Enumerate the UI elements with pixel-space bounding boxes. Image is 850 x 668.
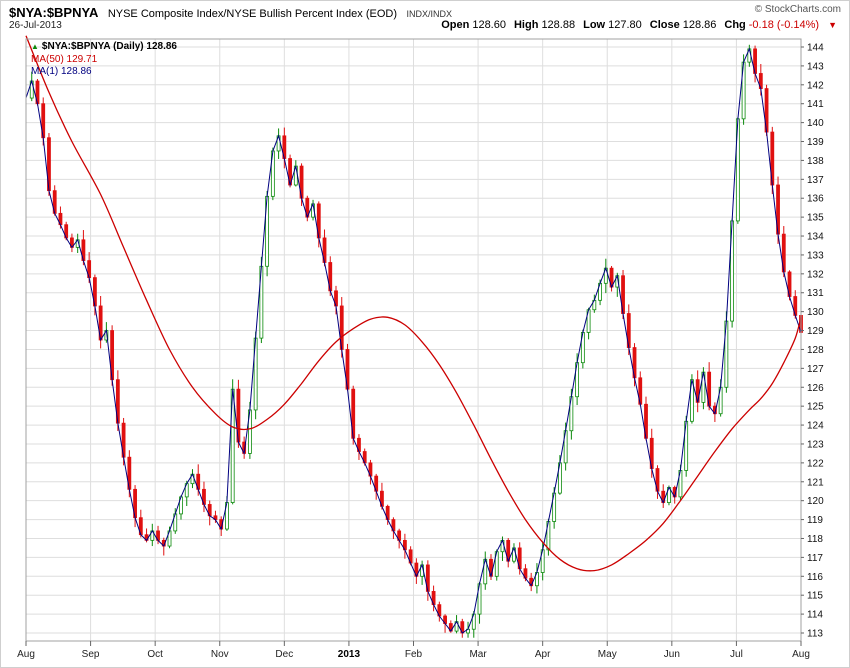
svg-text:2013: 2013 <box>338 649 361 660</box>
svg-text:Sep: Sep <box>82 649 100 660</box>
close-line <box>25 47 802 634</box>
svg-text:May: May <box>598 649 617 660</box>
svg-text:116: 116 <box>807 572 823 583</box>
high-label: High <box>513 19 539 31</box>
svg-text:121: 121 <box>807 477 824 488</box>
low-label: Low <box>583 19 606 31</box>
svg-text:114: 114 <box>807 610 823 621</box>
svg-text:135: 135 <box>807 213 824 224</box>
svg-text:115: 115 <box>807 591 823 602</box>
y-axis-labels: 113 114 115 116 117 118 119 120 121 122 123 124 125 1… <box>801 43 824 640</box>
legend-ma50: MA(50) 129.71 <box>31 53 98 65</box>
svg-text:143: 143 <box>807 61 824 72</box>
x-axis-labels: Aug Sep Oct Nov Dec 2013 Feb Mar Apr May Jun Jul Aug <box>17 641 810 660</box>
open-label: Open <box>441 19 470 31</box>
open-value: 128.60 <box>472 19 506 31</box>
svg-text:127: 127 <box>807 364 824 375</box>
chart-header: $NYA:$BPNYA NYSE Composite Index/NYSE Bu… <box>1 1 849 33</box>
svg-text:117: 117 <box>807 553 823 564</box>
copyright-text: © StockCharts.com <box>754 4 841 15</box>
svg-text:136: 136 <box>807 194 824 205</box>
close-value: 128.86 <box>682 19 717 31</box>
symbol-description: NYSE Composite Index/NYSE Bullish Percen… <box>107 8 397 20</box>
svg-text:144: 144 <box>807 43 824 54</box>
svg-text:Aug: Aug <box>792 649 810 660</box>
svg-text:133: 133 <box>807 250 824 261</box>
gridlines <box>25 39 802 641</box>
legend-main: $NYA:$BPNYA (Daily) 128.86 <box>41 41 177 52</box>
chart-legend: ▲ $NYA:$BPNYA (Daily) 128.86 MA(50) 129.7… <box>31 41 177 79</box>
quote-strip: Open 128.60 High 128.88 Low 127.80 Close 128.86… <box>441 19 837 31</box>
header-quote-row: 26-Jul-2013 Open 128.60 High 128.88 Low 127.8… <box>9 19 837 34</box>
svg-text:Jun: Jun <box>664 649 680 660</box>
chart-date: 26-Jul-2013 <box>9 20 62 31</box>
svg-text:128: 128 <box>807 345 824 356</box>
svg-text:122: 122 <box>807 458 824 469</box>
legend-main-row: ▲ $NYA:$BPNYA (Daily) 128.86 <box>31 41 177 54</box>
svg-text:125: 125 <box>807 402 824 413</box>
svg-text:139: 139 <box>807 137 824 148</box>
series-candle-icon: ▲ <box>31 42 39 51</box>
legend-ma1: MA(1) 128.86 <box>31 66 92 77</box>
ohlc-candles <box>29 44 803 638</box>
svg-text:120: 120 <box>807 496 824 507</box>
svg-text:Aug: Aug <box>17 649 35 660</box>
svg-text:Feb: Feb <box>405 649 423 660</box>
exchange-label: INDX/INDX <box>406 9 452 19</box>
svg-text:119: 119 <box>807 515 823 526</box>
svg-text:113: 113 <box>807 629 823 640</box>
svg-text:Nov: Nov <box>211 649 229 660</box>
svg-text:140: 140 <box>807 118 824 129</box>
svg-text:141: 141 <box>807 99 824 110</box>
low-value: 127.80 <box>608 19 642 31</box>
svg-text:118: 118 <box>807 534 823 545</box>
svg-text:Apr: Apr <box>535 649 551 660</box>
high-value: 128.88 <box>541 19 576 31</box>
svg-text:126: 126 <box>807 383 824 394</box>
chg-label: Chg <box>724 19 746 31</box>
svg-text:123: 123 <box>807 439 824 450</box>
svg-text:137: 137 <box>807 175 824 186</box>
svg-text:138: 138 <box>807 156 824 167</box>
svg-text:Mar: Mar <box>469 649 487 660</box>
svg-text:142: 142 <box>807 80 824 91</box>
svg-text:129: 129 <box>807 326 824 337</box>
svg-text:134: 134 <box>807 232 824 243</box>
svg-text:Oct: Oct <box>147 649 163 660</box>
svg-text:130: 130 <box>807 307 824 318</box>
svg-text:124: 124 <box>807 421 824 432</box>
chg-value: -0.18 (-0.14%) <box>748 19 820 31</box>
symbol-title: $NYA:$BPNYA <box>9 5 99 20</box>
svg-text:Jul: Jul <box>730 649 743 660</box>
chg-down-icon: ▼ <box>828 20 837 30</box>
header-title-row: $NYA:$BPNYA NYSE Composite Index/NYSE Bu… <box>9 4 841 22</box>
price-chart-canvas: 113 114 115 116 117 118 119 120 121 122 123 124 125 1… <box>17 35 824 660</box>
svg-text:131: 131 <box>807 288 824 299</box>
svg-text:Dec: Dec <box>275 649 293 660</box>
ma50-line <box>25 35 802 572</box>
close-label: Close <box>649 19 680 31</box>
svg-text:132: 132 <box>807 269 824 280</box>
